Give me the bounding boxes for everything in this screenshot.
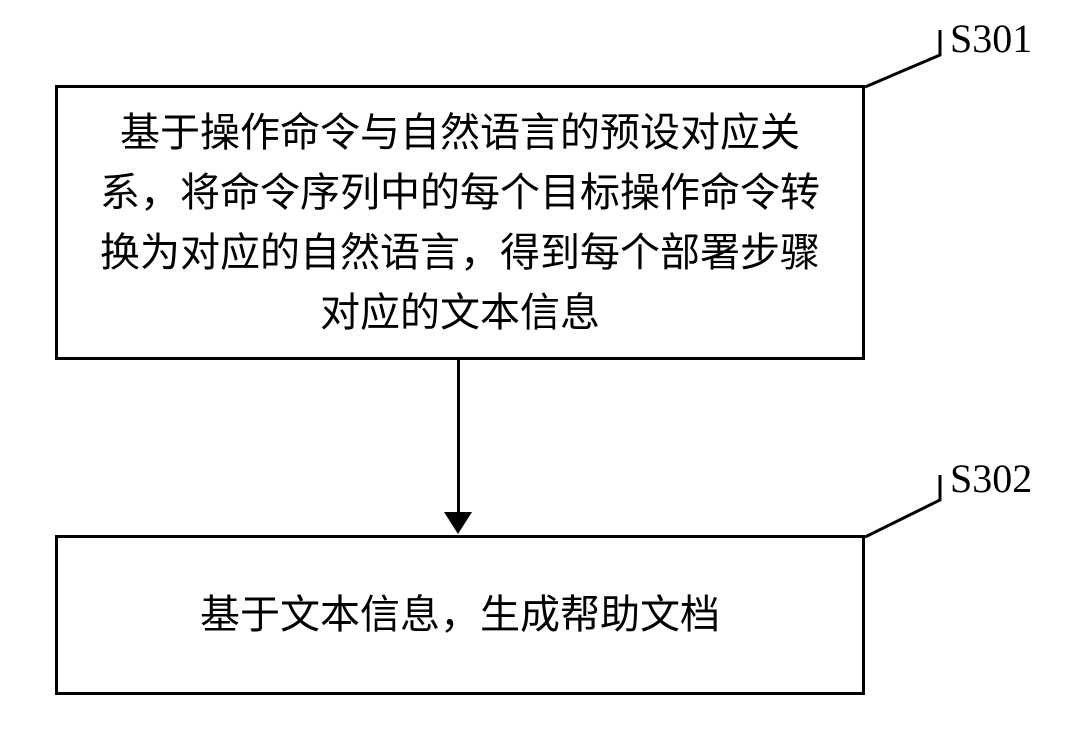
flowchart-node-step1: 基于操作命令与自然语言的预设对应关系，将命令序列中的每个目标操作命令转换为对应的…: [55, 85, 865, 360]
node-text: 基于操作命令与自然语言的预设对应关系，将命令序列中的每个目标操作命令转换为对应的…: [88, 103, 832, 343]
node-text: 基于文本信息，生成帮助文档: [200, 585, 720, 645]
step-label-s301: S301: [950, 15, 1032, 62]
label-connector-s301: [865, 30, 950, 90]
step-label-s302: S302: [950, 455, 1032, 502]
flowchart-container: 基于操作命令与自然语言的预设对应关系，将命令序列中的每个目标操作命令转换为对应的…: [0, 0, 1082, 733]
flowchart-node-step2: 基于文本信息，生成帮助文档: [55, 535, 865, 695]
label-connector-s302: [865, 475, 950, 540]
arrow-head-icon: [444, 512, 472, 534]
flowchart-edge: [457, 360, 460, 518]
